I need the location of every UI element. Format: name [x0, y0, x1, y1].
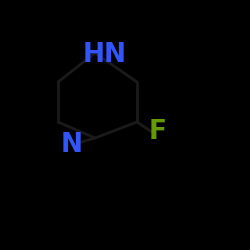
Text: HN: HN — [83, 42, 127, 68]
Text: F: F — [149, 119, 167, 145]
Text: N: N — [61, 132, 83, 158]
